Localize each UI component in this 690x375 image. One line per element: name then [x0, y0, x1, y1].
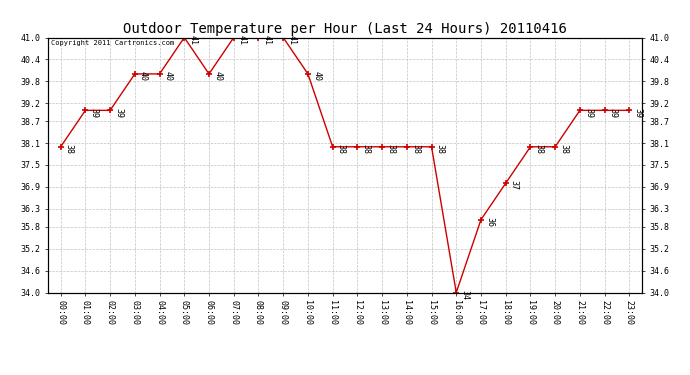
Text: 41: 41	[287, 35, 296, 45]
Text: 39: 39	[633, 108, 642, 118]
Text: 38: 38	[560, 144, 569, 154]
Text: 36: 36	[485, 217, 494, 227]
Text: 38: 38	[535, 144, 544, 154]
Text: 40: 40	[164, 71, 172, 81]
Text: 40: 40	[312, 71, 321, 81]
Text: 39: 39	[584, 108, 593, 118]
Text: 40: 40	[139, 71, 148, 81]
Text: 41: 41	[188, 35, 197, 45]
Text: 38: 38	[435, 144, 444, 154]
Text: 40: 40	[213, 71, 222, 81]
Text: 39: 39	[115, 108, 124, 118]
Text: 38: 38	[65, 144, 74, 154]
Title: Outdoor Temperature per Hour (Last 24 Hours) 20110416: Outdoor Temperature per Hour (Last 24 Ho…	[123, 22, 567, 36]
Text: 37: 37	[510, 180, 519, 190]
Text: 38: 38	[337, 144, 346, 154]
Text: 38: 38	[386, 144, 395, 154]
Text: 39: 39	[90, 108, 99, 118]
Text: Copyright 2011 Cartronics.com: Copyright 2011 Cartronics.com	[51, 40, 175, 46]
Text: 39: 39	[609, 108, 618, 118]
Text: 38: 38	[362, 144, 371, 154]
Text: 41: 41	[263, 35, 272, 45]
Text: 34: 34	[460, 290, 469, 300]
Text: 41: 41	[238, 35, 247, 45]
Text: 38: 38	[411, 144, 420, 154]
